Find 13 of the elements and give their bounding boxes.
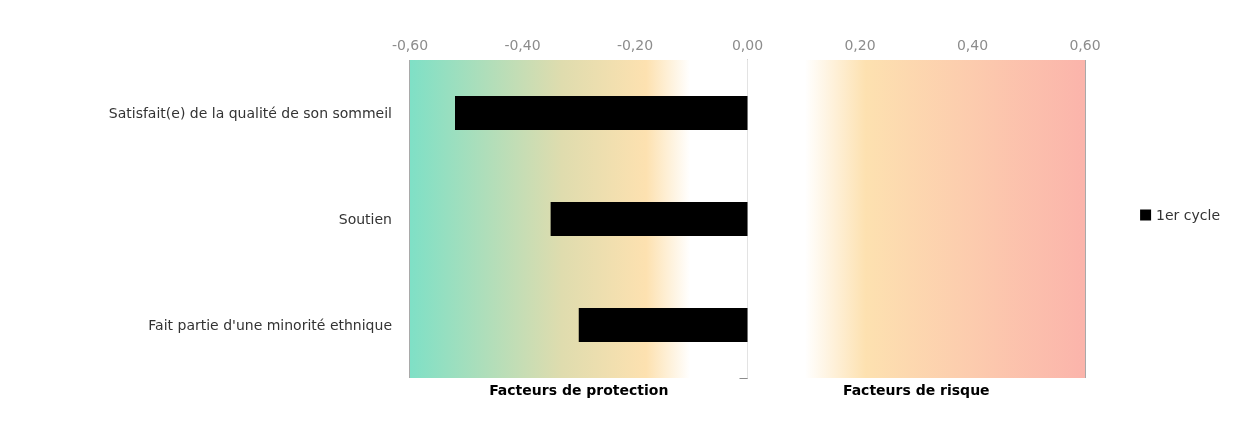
band-label: Facteurs de protection [489,382,669,398]
legend-label: 1er cycle [1156,207,1221,223]
x-tick-label: 0,20 [844,37,876,53]
x-tick-label: -0,60 [391,37,429,53]
x-tick-label: 0,60 [1069,37,1101,53]
x-tick-label: -0,40 [504,37,541,53]
y-tick-label: Satisfait(e) de la qualité de son sommeil [108,105,392,121]
y-tick-label: Fait partie d'une minorité ethnique [148,317,392,333]
y-tick-label: Soutien [338,211,392,227]
x-tick-label: -0,20 [616,37,654,53]
x-tick-label: 0,00 [731,37,764,53]
x-tick-label: 0,40 [956,37,989,53]
band-label: Facteurs de risque [842,382,990,398]
